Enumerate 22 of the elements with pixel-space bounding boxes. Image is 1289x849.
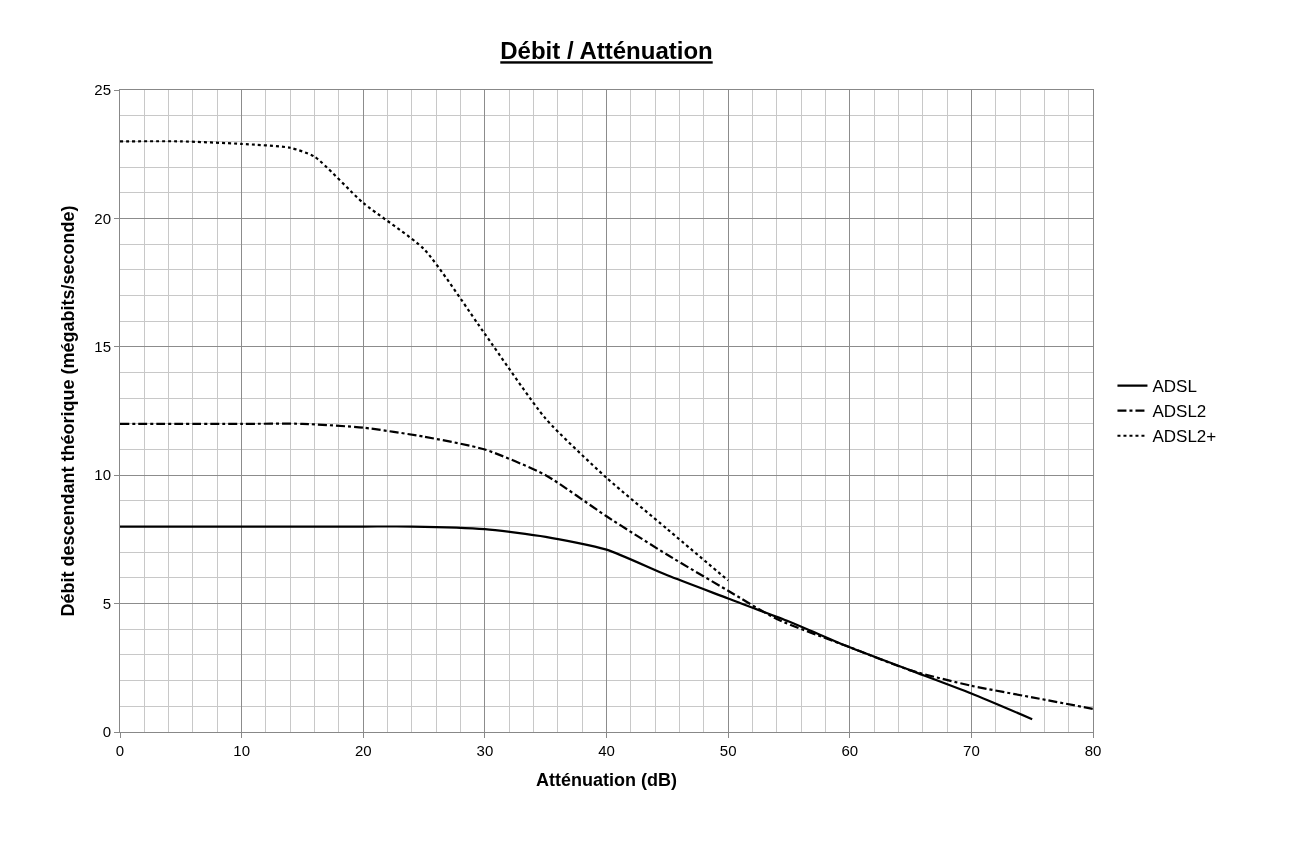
line-series [120, 140, 730, 582]
y-tick-label: 15 [94, 338, 111, 356]
x-axis-title: Atténuation (dB) [536, 770, 677, 791]
x-tick-label: 60 [841, 742, 859, 759]
x-tick-label: 40 [598, 742, 615, 759]
x-tick-label: 20 [354, 742, 372, 759]
y-axis-title: Débit descendant théorique (mégabits/seconde) [57, 205, 78, 617]
x-tick-label: 80 [1084, 742, 1102, 759]
legend-label: ADSL2 [1152, 402, 1207, 422]
y-tick-label: 5 [102, 594, 111, 612]
x-tick-label: 30 [476, 742, 494, 759]
x-tick-label: 0 [115, 742, 125, 759]
y-tick-label: 20 [94, 209, 111, 227]
x-tick-label: 10 [233, 742, 250, 759]
legend-label: ADSL2+ [1152, 427, 1217, 447]
chart-title: Débit / Atténuation [500, 37, 713, 65]
y-tick-label: 25 [94, 81, 111, 99]
x-tick-label: 50 [719, 742, 737, 759]
x-tick-label: 70 [963, 742, 980, 759]
y-tick-label: 10 [94, 466, 111, 484]
y-tick-label: 0 [102, 723, 111, 741]
legend-label: ADSL [1152, 377, 1197, 397]
